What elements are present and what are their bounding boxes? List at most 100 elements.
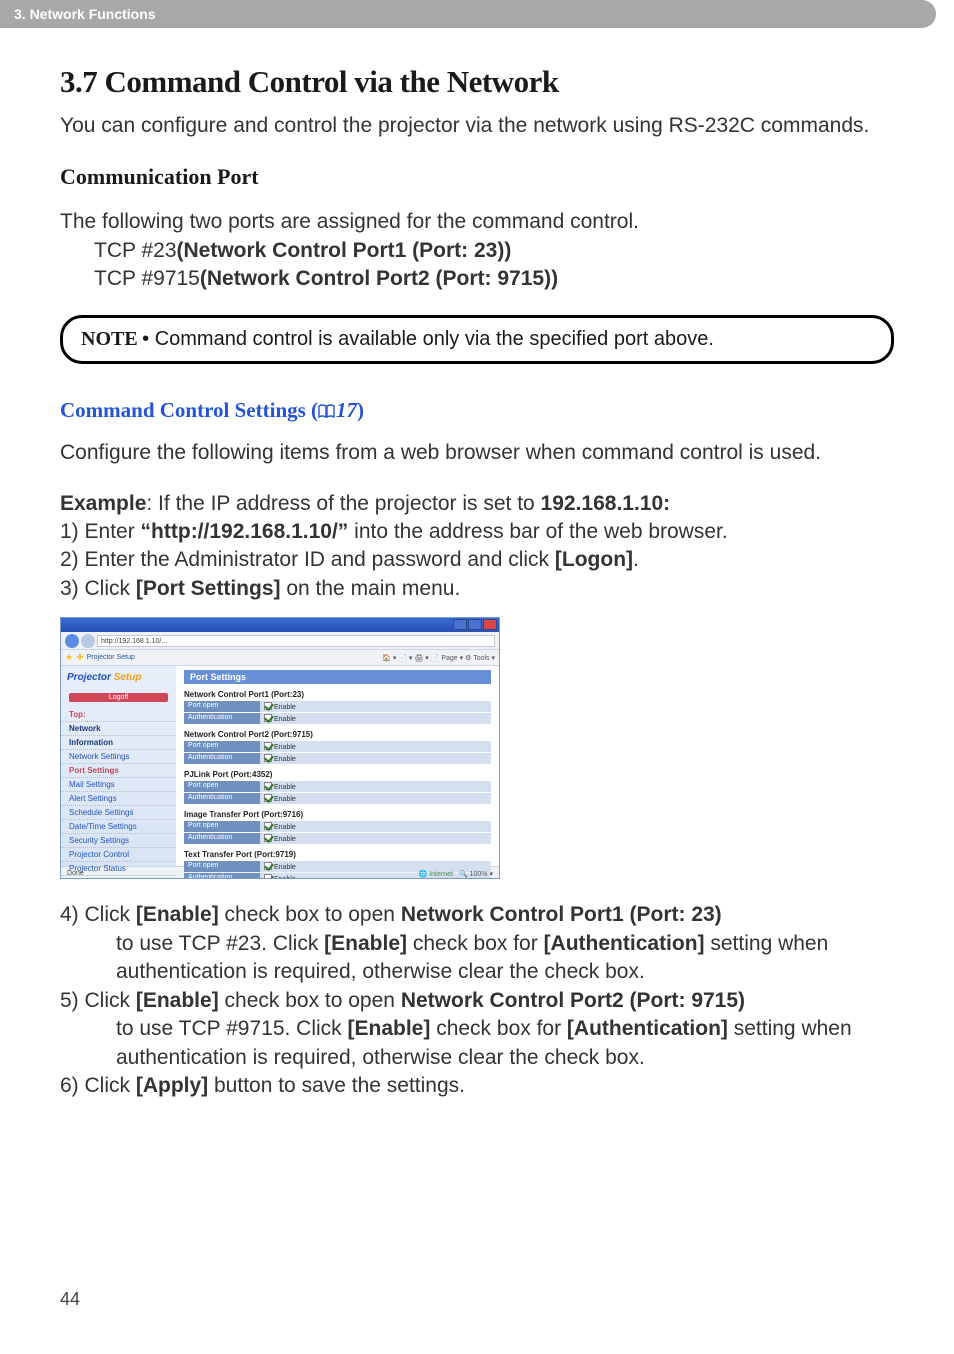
sc-row-val: Enable: [260, 753, 491, 764]
checkbox-icon: [264, 822, 272, 830]
sc-row-label: Port open: [184, 781, 260, 792]
ports-intro: The following two ports are assigned for…: [60, 208, 894, 236]
step4-e: to use TCP #23. Click: [116, 932, 324, 955]
sc-menu-item-0: Network Settings: [61, 750, 176, 764]
step5-g: check box for: [430, 1017, 567, 1040]
back-icon: [65, 634, 79, 648]
step-3: 3) Click [Port Settings] on the main men…: [60, 575, 894, 603]
sc-sidebar: Projector Setup Logoff Top: Network Info…: [61, 666, 176, 866]
step4-d: Network Control Port1 (Port: 23): [401, 903, 722, 926]
sc-logo-2: Setup: [114, 672, 142, 683]
checkbox-icon: [264, 714, 272, 722]
step1-b: “http://192.168.1.10/”: [141, 520, 349, 543]
port1-line: TCP #23(Network Control Port1 (Port: 23)…: [94, 237, 894, 265]
checkbox-icon: [264, 754, 272, 762]
example-text: : If the IP address of the projector is …: [146, 492, 540, 515]
step-1: 1) Enter “http://192.168.1.10/” into the…: [60, 518, 894, 546]
sc-menu-network: Network: [61, 722, 176, 736]
step4-g: check box for: [407, 932, 544, 955]
sc-status-done: Done: [67, 870, 84, 877]
step-2: 2) Enter the Administrator ID and passwo…: [60, 546, 894, 574]
step6-b: [Apply]: [136, 1074, 208, 1097]
sc-section-1: Network Control Port2 (Port:9715): [184, 730, 491, 739]
sc-panel-title: Port Settings: [184, 670, 491, 684]
sc-row-label: Authentication: [184, 713, 260, 724]
book-icon: [318, 399, 336, 413]
sc-enable: Enable: [274, 824, 296, 831]
sc-row-label: Port open: [184, 701, 260, 712]
example-line: Example: If the IP address of the projec…: [60, 490, 894, 518]
sc-row-label: Authentication: [184, 753, 260, 764]
sc-enable: Enable: [274, 756, 296, 763]
sc-enable: Enable: [274, 784, 296, 791]
sc-menu-top: Top:: [61, 708, 176, 722]
step5-a: 5) Click: [60, 989, 136, 1012]
sc-row-val: Enable: [260, 741, 491, 752]
subheading-cmd-settings: Command Control Settings ( 17): [60, 398, 894, 423]
note-text: Command control is available only via th…: [155, 328, 714, 350]
step1-a: 1) Enter: [60, 520, 141, 543]
step-5: 5) Click [Enable] check box to open Netw…: [60, 987, 894, 1073]
sc-menu-information: Information: [61, 736, 176, 750]
sc-menu-item-5: Date/Time Settings: [61, 820, 176, 834]
section-title: 3.7 Command Control via the Network: [60, 64, 894, 100]
sc-section-4: Text Transfer Port (Port:9719): [184, 850, 491, 859]
sc-enable: Enable: [274, 864, 296, 871]
h3-prefix: Command Control Settings (: [60, 398, 318, 422]
step6-a: 6) Click: [60, 1074, 136, 1097]
step3-a: 3) Click: [60, 577, 136, 600]
sc-zoom-value: 100%: [470, 871, 488, 878]
h3-suffix: ): [357, 398, 364, 422]
checkbox-icon: [264, 862, 272, 870]
sc-url: http://192.168.1.10/...: [97, 635, 495, 647]
sc-status-zoom: 🔍 100% ▾: [459, 870, 493, 878]
step-4: 4) Click [Enable] check box to open Netw…: [60, 901, 894, 987]
note-box: NOTE • Command control is available only…: [60, 315, 894, 364]
config-intro: Configure the following items from a web…: [60, 439, 894, 467]
sc-toolbar: ★ ✚ Projector Setup 🏠 ▾ 📄 ▾ 🖨 ▾ 📄 Page ▾…: [61, 650, 499, 666]
close-icon: [483, 619, 497, 630]
sc-menu-item-3: Alert Settings: [61, 792, 176, 806]
sc-row-val: Enable: [260, 701, 491, 712]
step4-f: [Enable]: [324, 932, 407, 955]
sc-row-val: Enable: [260, 821, 491, 832]
checkbox-icon: [264, 702, 272, 710]
checkbox-icon: [264, 782, 272, 790]
sc-enable: Enable: [274, 744, 296, 751]
sc-section-0: Network Control Port1 (Port:23): [184, 690, 491, 699]
sc-menu-item-4: Schedule Settings: [61, 806, 176, 820]
step1-c: into the address bar of the web browser.: [348, 520, 727, 543]
sc-status-internet: Internet: [429, 871, 453, 878]
sc-row-label: Authentication: [184, 793, 260, 804]
favorite-add-icon: ✚: [76, 652, 84, 663]
sc-row-val: Enable: [260, 793, 491, 804]
sc-menu-item-1: Port Settings: [61, 764, 176, 778]
h3-ref: 17: [336, 398, 357, 422]
step3-c: on the main menu.: [281, 577, 461, 600]
sc-row-val: Enable: [260, 833, 491, 844]
example-label: Example: [60, 492, 146, 515]
port2-bold: (Network Control Port2 (Port: 9715)): [200, 267, 558, 290]
port2-prefix: TCP #9715: [94, 267, 200, 290]
port1-bold: (Network Control Port1 (Port: 23)): [177, 239, 512, 262]
minimize-icon: [453, 619, 467, 630]
step5-c: check box to open: [219, 989, 401, 1012]
sc-row-label: Authentication: [184, 833, 260, 844]
sc-logo-1: Projector: [67, 672, 111, 683]
intro-text: You can configure and control the projec…: [60, 112, 894, 140]
sc-menu-item-2: Mail Settings: [61, 778, 176, 792]
sc-menu-item-7: Projector Control: [61, 848, 176, 862]
checkbox-icon: [264, 742, 272, 750]
maximize-icon: [468, 619, 482, 630]
forward-icon: [81, 634, 95, 648]
step5-f: [Enable]: [348, 1017, 431, 1040]
sc-address-bar: http://192.168.1.10/...: [61, 632, 499, 650]
step5-b: [Enable]: [136, 989, 219, 1012]
note-bullet: •: [142, 328, 155, 350]
sc-menu-item-6: Security Settings: [61, 834, 176, 848]
port2-line: TCP #9715(Network Control Port2 (Port: 9…: [94, 265, 894, 293]
chapter-header: 3. Network Functions: [0, 0, 936, 28]
step5-h: [Authentication]: [567, 1017, 728, 1040]
step2-c: .: [633, 548, 639, 571]
step4-c: check box to open: [219, 903, 401, 926]
